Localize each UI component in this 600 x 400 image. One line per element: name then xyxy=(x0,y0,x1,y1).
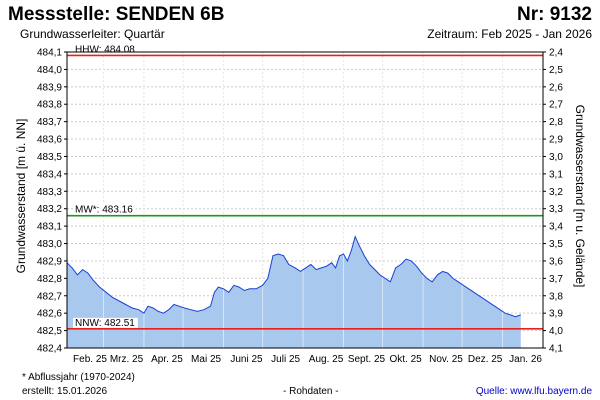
x-tick-label: Sept. 25 xyxy=(348,354,386,365)
y2-tick-label: 3,5 xyxy=(549,239,563,250)
y2-tick-label: 3,0 xyxy=(549,152,563,163)
y-axis-label-right: Grundwasserstand [m u. Gelände] xyxy=(573,105,587,288)
x-tick-label: Aug. 25 xyxy=(309,354,344,365)
y-tick-label: 484,1 xyxy=(37,48,62,59)
y-tick-label: 483,3 xyxy=(37,187,62,198)
x-tick-label: Okt. 25 xyxy=(389,354,422,365)
x-tick-label: Nov. 25 xyxy=(429,354,463,365)
y2-tick-label: 2,9 xyxy=(549,135,563,146)
x-tick-label: Juli 25 xyxy=(271,354,300,365)
y-tick-label: 483,1 xyxy=(37,222,62,233)
level-line xyxy=(66,235,521,318)
reference-label-bg xyxy=(73,44,138,55)
y2-tick-label: 2,5 xyxy=(549,65,563,76)
y2-tick-label: 2,4 xyxy=(549,48,563,59)
level-fill xyxy=(67,236,521,348)
x-tick-label: Dez. 25 xyxy=(468,354,503,365)
y-tick-label: 482,5 xyxy=(37,326,62,337)
axes xyxy=(64,51,546,349)
y-tick-label: 483,9 xyxy=(37,82,62,93)
y-tick-label: 482,7 xyxy=(37,291,62,302)
x-tick-label: Apr. 25 xyxy=(151,354,183,365)
y-tick-label: 483,7 xyxy=(37,117,62,128)
y-ticks-left: 484,1 484,0 483,9 483,8 483,7 483,6 483,5 483,4… xyxy=(37,48,62,355)
created-date: erstellt: 15.01.2026 xyxy=(22,386,108,397)
y2-tick-label: 3,4 xyxy=(549,222,563,233)
period-label: Zeitraum: Feb 2025 - Jan 2026 xyxy=(427,27,592,41)
y2-tick-label: 2,8 xyxy=(549,117,563,128)
footnote: * Abflussjahr (1970-2024) xyxy=(22,372,135,383)
reference-label: NNW: 482.51 xyxy=(75,318,135,329)
raw-data-label: - Rohdaten - xyxy=(283,386,339,397)
y2-tick-label: 3,1 xyxy=(549,169,563,180)
x-tick-label: Juni 25 xyxy=(230,354,263,365)
y-ticks-right: 2,4 2,5 2,6 2,7 2,8 2,9 3,0 3,1 3,2 3,3 3,4 3,5 3,6 3… xyxy=(549,48,563,355)
y2-tick-label: 2,6 xyxy=(549,82,563,93)
y-tick-label: 483,6 xyxy=(37,135,62,146)
reference-label: HHW: 484.08 xyxy=(75,44,135,55)
y2-tick-label: 3,6 xyxy=(549,256,563,267)
y-tick-label: 483,0 xyxy=(37,239,62,250)
y2-tick-label: 4,0 xyxy=(549,326,563,337)
x-tick-label: Mrz. 25 xyxy=(110,354,144,365)
aquifer-label: Grundwasserleiter: Quartär xyxy=(20,27,165,41)
y2-tick-label: 3,9 xyxy=(549,309,563,320)
y-axis-label-left: Grundwasserstand [m ü. NN] xyxy=(14,119,28,274)
plot-frame xyxy=(66,51,544,349)
x-tick-label: Feb. 25 xyxy=(73,354,107,365)
station-number: Nr: 9132 xyxy=(517,4,592,25)
y-tick-label: 483,5 xyxy=(37,152,62,163)
y-tick-label: 482,8 xyxy=(37,274,62,285)
source-link[interactable]: Quelle: www.lfu.bayern.de xyxy=(475,386,592,397)
reference-label-bg xyxy=(73,204,136,215)
y2-tick-label: 3,2 xyxy=(549,187,563,198)
y2-tick-label: 3,8 xyxy=(549,291,563,302)
y-tick-label: 482,9 xyxy=(37,256,62,267)
reference-label-bg xyxy=(73,317,138,328)
x-tick-label: Jan. 26 xyxy=(509,354,542,365)
reference-lines: HHW: 484.08 MW*: 483.16 NNW: 482.51 xyxy=(67,44,543,330)
x-ticks: Feb. 25 Mrz. 25 Apr. 25 Mai 25 Juni 25 Juli 2… xyxy=(73,354,542,365)
chart-title: Messstelle: SENDEN 6B xyxy=(8,4,225,25)
y-tick-label: 483,2 xyxy=(37,204,62,215)
y2-tick-label: 3,3 xyxy=(549,204,563,215)
level-area xyxy=(66,52,521,348)
y-tick-label: 484,0 xyxy=(37,65,62,76)
y2-tick-label: 2,7 xyxy=(549,100,563,111)
y-tick-label: 483,8 xyxy=(37,100,62,111)
y-tick-label: 482,4 xyxy=(37,344,62,355)
y2-tick-label: 3,7 xyxy=(549,274,563,285)
y-tick-label: 482,6 xyxy=(37,309,62,320)
reference-label: MW*: 483.16 xyxy=(75,205,133,216)
y-tick-label: 483,4 xyxy=(37,169,62,180)
x-tick-label: Mai 25 xyxy=(191,354,221,365)
y2-tick-label: 4,1 xyxy=(549,344,563,355)
